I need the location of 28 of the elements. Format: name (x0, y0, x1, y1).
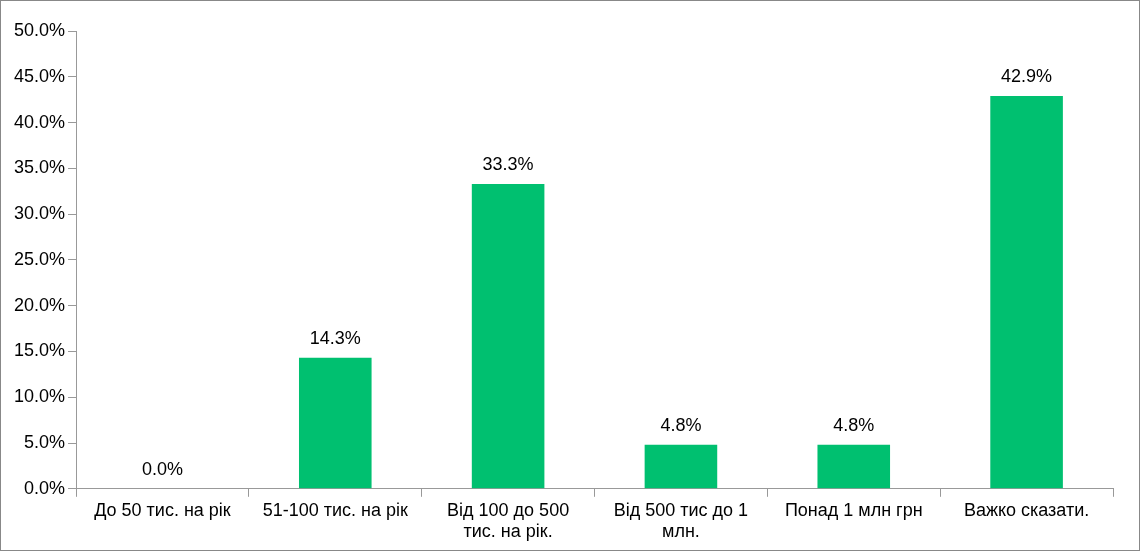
y-tick-label: 45.0% (13, 65, 66, 86)
data-label: 14.3% (309, 327, 361, 348)
y-tick-label: 5.0% (24, 431, 66, 452)
bar (644, 444, 718, 489)
y-tick-label: 30.0% (13, 203, 66, 224)
y-tick-label: 10.0% (13, 386, 66, 407)
x-tick-label: Від 100 до 500 тис. на рік. (447, 499, 570, 542)
y-tick-label: 15.0% (13, 340, 66, 361)
y-tick-label: 0.0% (24, 477, 66, 498)
y-tick-label: 50.0% (13, 19, 66, 40)
y-tick-label: 25.0% (13, 248, 66, 269)
x-tick-label: Важко сказати. (963, 499, 1090, 520)
x-tick-label: Понад 1 млн грн (784, 499, 923, 520)
y-tick-label: 20.0% (13, 294, 66, 315)
data-label: 4.8% (660, 414, 702, 435)
bar (471, 183, 545, 489)
y-tick-label: 35.0% (13, 157, 66, 178)
data-label: 42.9% (1001, 65, 1053, 86)
bar (990, 96, 1063, 489)
x-tick-label: Від 500 тис до 1 млн. (613, 499, 749, 542)
x-tick-label: 51-100 тис. на рік (262, 499, 408, 520)
data-label: 33.3% (482, 153, 534, 174)
data-label: 4.8% (833, 414, 875, 435)
bar (817, 444, 891, 489)
data-label: 0.0% (141, 458, 183, 479)
bar (298, 357, 372, 489)
y-tick-label: 40.0% (13, 111, 66, 132)
x-tick-label: До 50 тис. на рік (94, 499, 231, 520)
